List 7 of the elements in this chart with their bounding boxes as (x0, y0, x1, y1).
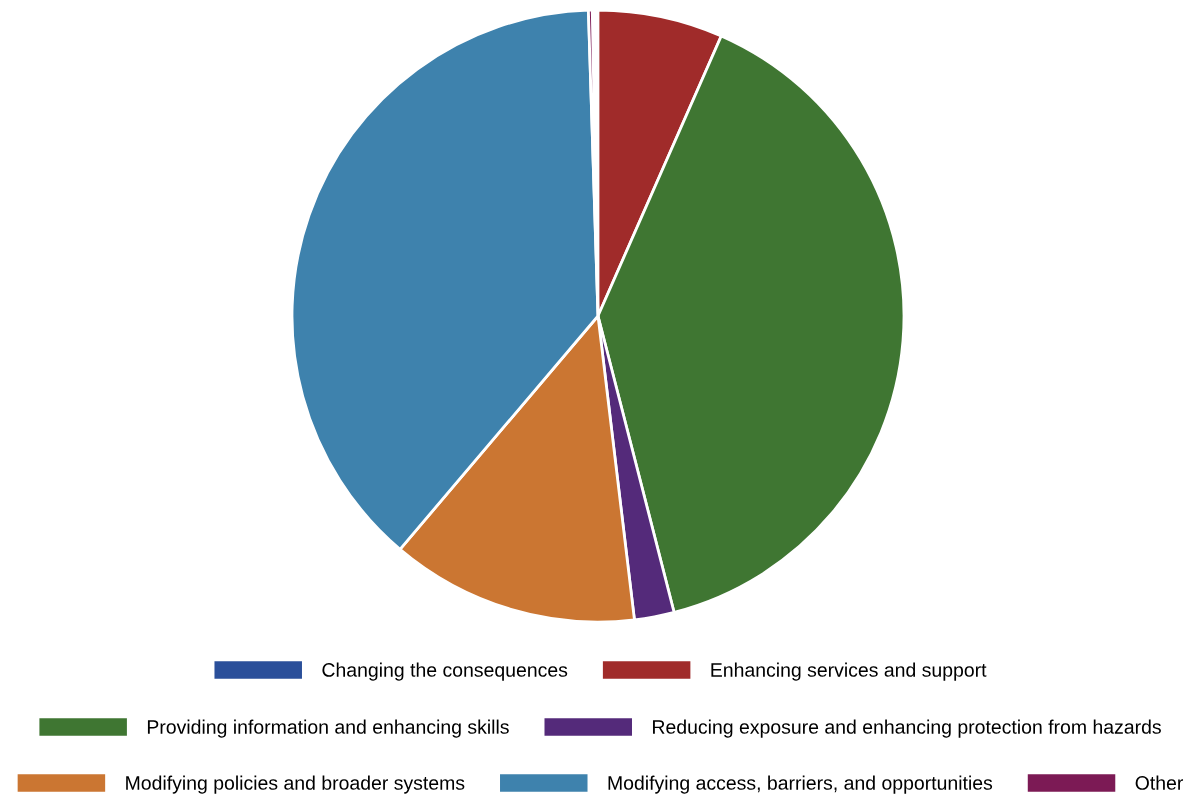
legend-label: Other (1135, 775, 1184, 790)
legend-label: Providing information and enhancing skills (147, 719, 509, 738)
legend-label: Changing the consequences (322, 662, 568, 681)
legend-label: Modifying policies and broader systems (126, 775, 465, 794)
legend-label: Reducing exposure and enhancing protection from hazards (653, 719, 1161, 738)
legend-label: Modifying access, barriers, and opportunities (608, 775, 993, 794)
legend-label: Enhancing services and support (711, 662, 987, 681)
